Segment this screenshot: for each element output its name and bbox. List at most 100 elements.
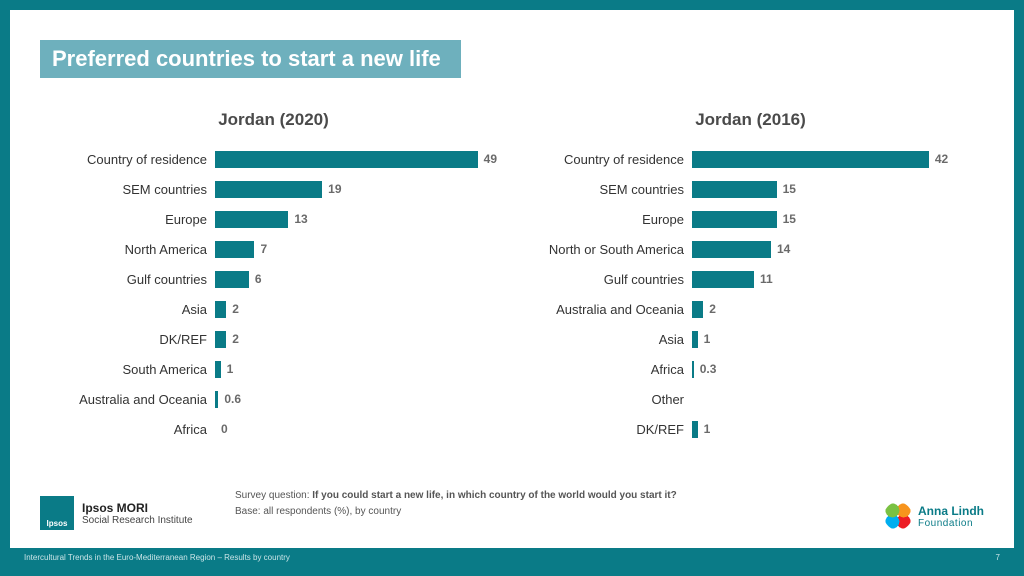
chart-row: North America 7 <box>50 234 497 264</box>
strip-left: Intercultural Trends in the Euro-Mediter… <box>24 553 290 562</box>
survey-prefix: Survey question: <box>235 490 312 501</box>
bar-wrap: 11 <box>692 264 974 294</box>
chart-row: Australia and Oceania2 <box>527 294 974 324</box>
bar-value: 1 <box>704 332 711 346</box>
slide-content: Preferred countries to start a new life … <box>10 10 1014 566</box>
alf-icon <box>884 502 912 530</box>
bar-value: 0.3 <box>700 362 717 376</box>
row-label: DK/REF <box>527 422 692 437</box>
bar <box>692 271 754 288</box>
row-label: Africa <box>527 362 692 377</box>
alf-logo: Anna Lindh Foundation <box>884 502 984 530</box>
bar-value: 15 <box>783 182 796 196</box>
bar-value: 19 <box>328 182 341 196</box>
row-label: SEM countries <box>527 182 692 197</box>
ipsos-icon: Ipsos <box>40 496 74 530</box>
chart-title: Jordan (2016) <box>527 110 974 130</box>
bar-wrap: 0.3 <box>692 354 974 384</box>
ipsos-line1: Ipsos MORI <box>82 501 193 515</box>
bar <box>215 331 226 348</box>
row-label: Asia <box>527 332 692 347</box>
bar <box>215 301 226 318</box>
bar <box>692 361 694 378</box>
row-label: Other <box>527 392 692 407</box>
bar-wrap: 15 <box>692 204 974 234</box>
bar-wrap: 42 <box>692 144 974 174</box>
row-label: SEM countries <box>50 182 215 197</box>
chart-row: Africa 0 <box>50 414 497 444</box>
chart-row: Africa 0.3 <box>527 354 974 384</box>
chart-row: Gulf countries 6 <box>50 264 497 294</box>
bar <box>215 271 249 288</box>
row-label: North America <box>50 242 215 257</box>
chart-row: DK/REF1 <box>527 414 974 444</box>
bar-wrap: 0.6 <box>215 384 497 414</box>
charts-region: Jordan (2020) Country of residence 49 SEM c… <box>50 110 974 444</box>
bar-value: 0 <box>221 422 228 436</box>
bar <box>692 211 777 228</box>
bar-value: 49 <box>484 152 497 166</box>
bar-value: 42 <box>935 152 948 166</box>
bar-wrap: 49 <box>215 144 497 174</box>
alf-line1: Anna Lindh <box>918 504 984 518</box>
chart-row: SEM countries 19 <box>50 174 497 204</box>
bar-wrap <box>692 384 974 414</box>
chart-row: Europe15 <box>527 204 974 234</box>
bar-wrap: 1 <box>692 414 974 444</box>
row-label: North or South America <box>527 242 692 257</box>
bar-wrap: 19 <box>215 174 497 204</box>
row-label: Australia and Oceania <box>527 302 692 317</box>
chart-row: Other <box>527 384 974 414</box>
bar-wrap: 0 <box>215 414 497 444</box>
chart-title: Jordan (2020) <box>50 110 497 130</box>
bar <box>692 301 703 318</box>
strip-page-number: 7 <box>996 553 1000 562</box>
bar <box>215 241 254 258</box>
bar-wrap: 2 <box>692 294 974 324</box>
row-label: Africa <box>50 422 215 437</box>
bar <box>215 211 288 228</box>
survey-question: If you could start a new life, in which … <box>312 490 676 501</box>
bar-wrap: 2 <box>215 294 497 324</box>
row-label: Country of residence <box>527 152 692 167</box>
chart-row: Country of residence 49 <box>50 144 497 174</box>
bar-wrap: 1 <box>692 324 974 354</box>
survey-base: Base: all respondents (%), by country <box>235 504 677 520</box>
chart-row: Asia 1 <box>527 324 974 354</box>
row-label: Europe <box>527 212 692 227</box>
chart-1: Jordan (2016) Country of residence 42 SEM c… <box>527 110 974 444</box>
bar <box>215 391 218 408</box>
bar-value: 11 <box>760 272 773 286</box>
page-title: Preferred countries to start a new life <box>40 40 461 78</box>
row-label: DK/REF <box>50 332 215 347</box>
bar <box>692 181 777 198</box>
row-label: Gulf countries <box>50 272 215 287</box>
alf-line2: Foundation <box>918 518 984 529</box>
bar-value: 1 <box>227 362 234 376</box>
bar-wrap: 13 <box>215 204 497 234</box>
chart-row: Europe 13 <box>50 204 497 234</box>
bar <box>692 421 698 438</box>
chart-row: South America 1 <box>50 354 497 384</box>
bar-value: 13 <box>294 212 307 226</box>
survey-footnote: Survey question: If you could start a ne… <box>235 488 677 520</box>
bar-value: 2 <box>232 332 239 346</box>
bar-wrap: 2 <box>215 324 497 354</box>
row-label: Country of residence <box>50 152 215 167</box>
bar <box>692 241 771 258</box>
bar-value: 6 <box>255 272 262 286</box>
bar-value: 14 <box>777 242 790 256</box>
bar <box>215 151 478 168</box>
bar-wrap: 7 <box>215 234 497 264</box>
row-label: South America <box>50 362 215 377</box>
bar-wrap: 15 <box>692 174 974 204</box>
bar <box>215 181 322 198</box>
chart-row: Gulf countries11 <box>527 264 974 294</box>
chart-row: SEM countries 15 <box>527 174 974 204</box>
chart-row: North or South America 14 <box>527 234 974 264</box>
bar <box>692 331 698 348</box>
chart-row: Country of residence 42 <box>527 144 974 174</box>
bar <box>692 151 929 168</box>
bar-value: 7 <box>260 242 267 256</box>
row-label: Europe <box>50 212 215 227</box>
